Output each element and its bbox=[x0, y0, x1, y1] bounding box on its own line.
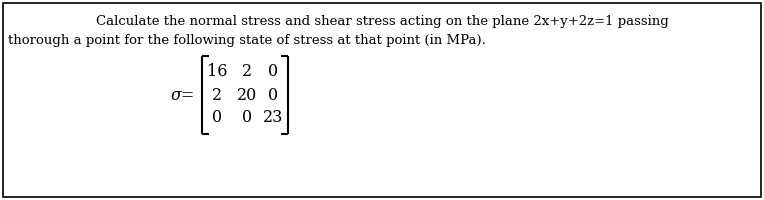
Text: 0: 0 bbox=[242, 110, 252, 127]
Text: 16: 16 bbox=[207, 64, 227, 80]
Text: σ=: σ= bbox=[170, 86, 195, 104]
Text: 0: 0 bbox=[268, 64, 278, 80]
Text: 23: 23 bbox=[263, 110, 283, 127]
Text: 0: 0 bbox=[212, 110, 222, 127]
Text: 2: 2 bbox=[212, 86, 222, 104]
Text: 0: 0 bbox=[268, 86, 278, 104]
Text: thorough a point for the following state of stress at that point (in MPa).: thorough a point for the following state… bbox=[8, 34, 486, 47]
Text: 2: 2 bbox=[242, 64, 252, 80]
Text: Calculate the normal stress and shear stress acting on the plane 2x+y+2z=1 passi: Calculate the normal stress and shear st… bbox=[96, 15, 668, 28]
Text: 20: 20 bbox=[237, 86, 257, 104]
